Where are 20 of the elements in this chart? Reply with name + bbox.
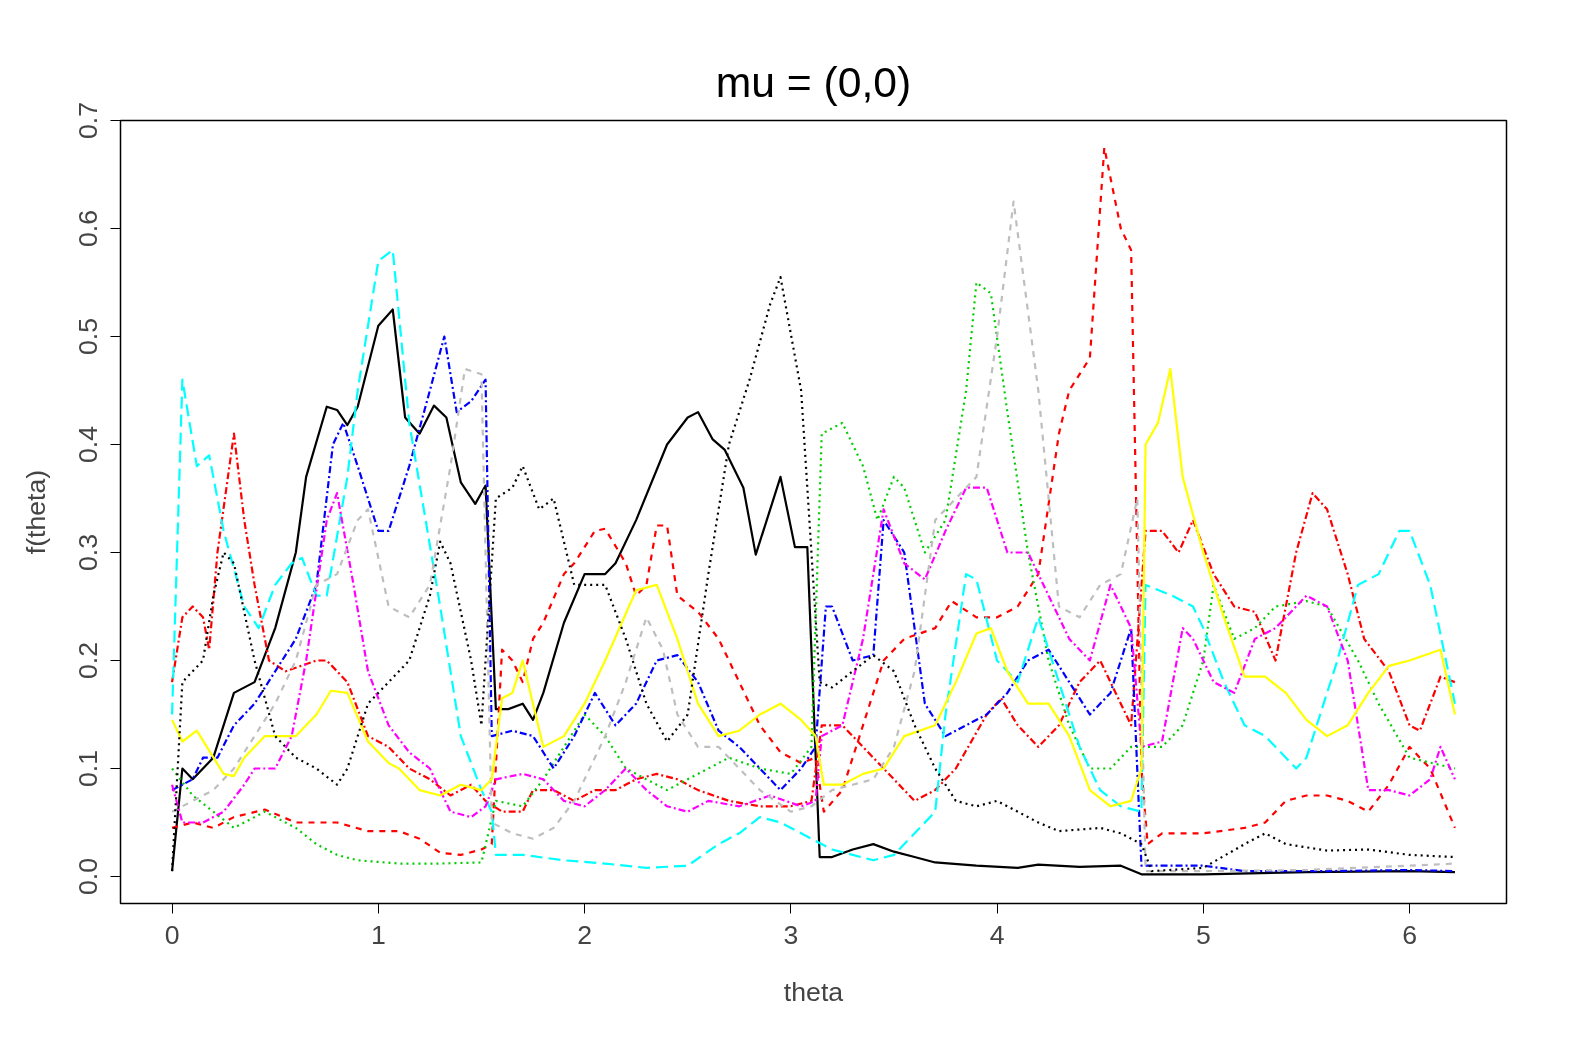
y-tick-label: 0.0 bbox=[72, 857, 103, 896]
x-tick-label: 2 bbox=[577, 919, 592, 950]
x-tick-label: 5 bbox=[1195, 919, 1211, 950]
y-tick-label: 0.6 bbox=[72, 209, 103, 248]
y-tick-label: 0.3 bbox=[72, 533, 103, 572]
y-tick-label: 0.1 bbox=[72, 749, 103, 788]
x-axis-title: theta bbox=[783, 976, 844, 1007]
line-series bbox=[170, 486, 1457, 824]
x-tick-label: 0 bbox=[164, 919, 180, 950]
y-tick-label: 0.7 bbox=[72, 101, 103, 140]
chart-title: mu = (0,0) bbox=[715, 57, 912, 106]
x-tick-label: 4 bbox=[989, 919, 1005, 950]
y-tick-label: 0.5 bbox=[72, 317, 103, 356]
y-tick-label: 0.2 bbox=[72, 641, 103, 680]
x-tick-label: 1 bbox=[370, 919, 386, 950]
y-axis-title: f(theta) bbox=[20, 469, 51, 555]
x-tick-label: 3 bbox=[783, 919, 799, 950]
x-tick-label: 6 bbox=[1402, 919, 1417, 950]
line-series bbox=[170, 367, 1457, 808]
y-tick-label: 0.4 bbox=[72, 425, 103, 464]
